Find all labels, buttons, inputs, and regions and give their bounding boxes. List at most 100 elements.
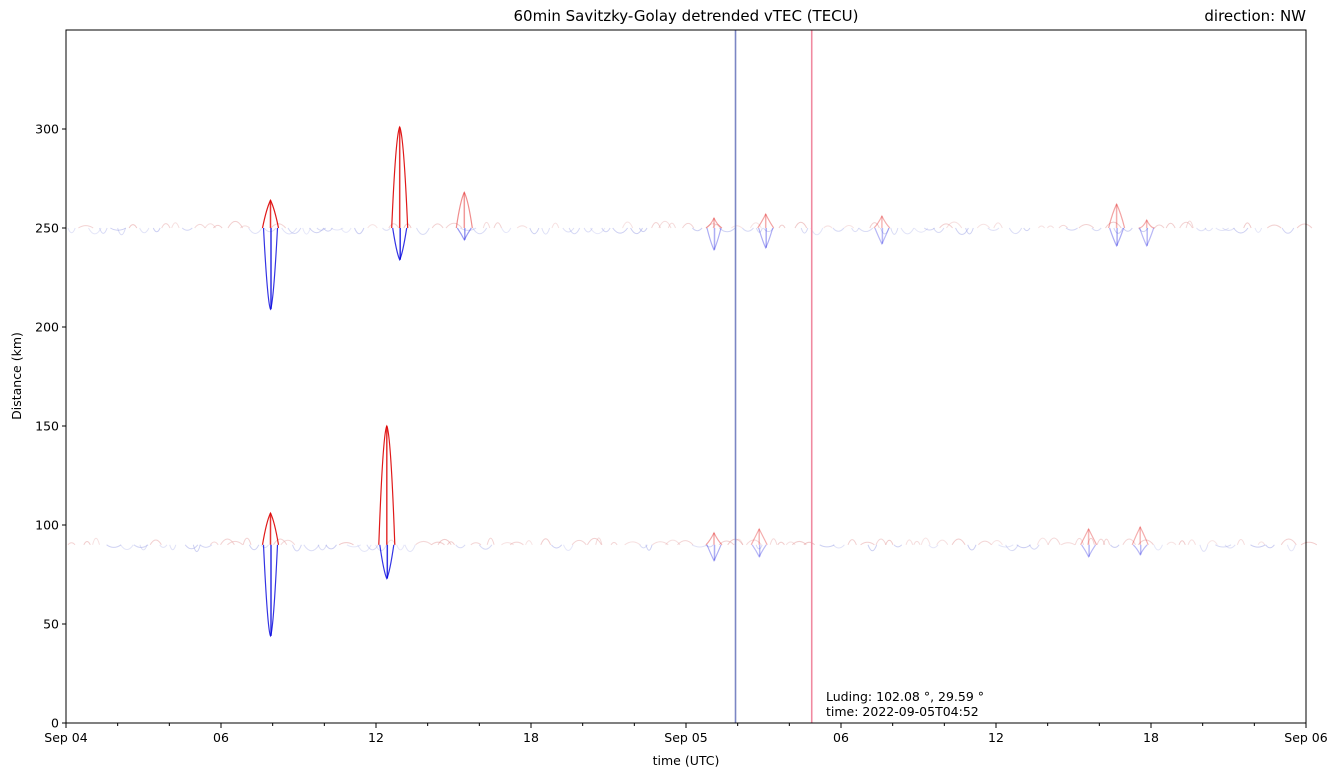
y-tick-label: 200 xyxy=(35,320,59,335)
track-0-ripple xyxy=(749,222,762,229)
track-0-ripple xyxy=(568,227,581,235)
track-0-peak-7 xyxy=(1138,218,1155,229)
track-0-ripple xyxy=(204,223,216,229)
track-1-ripple xyxy=(478,544,493,550)
track-1-ripple xyxy=(317,544,328,551)
track-0-ripple xyxy=(248,227,263,234)
track-1-ripple xyxy=(978,540,992,546)
track-1-ripple xyxy=(525,540,533,545)
track-1-ripple xyxy=(1074,537,1085,545)
annotation-time: time: 2022-09-05T04:52 xyxy=(826,704,979,719)
track-0-ripple xyxy=(890,227,899,235)
track-0-peak-4 xyxy=(757,212,775,229)
track-0-ripple xyxy=(1185,220,1194,229)
track-1-ripple xyxy=(501,542,514,546)
track-1-ripple xyxy=(92,537,100,545)
track-1-ripple xyxy=(83,541,91,546)
track-1-ripple xyxy=(1005,544,1019,552)
track-0-ripple xyxy=(382,227,391,231)
track-0-ripple xyxy=(705,223,721,229)
track-1-ripple xyxy=(346,544,362,548)
track-0-ripple xyxy=(1204,227,1214,232)
track-1-ripple xyxy=(192,544,201,553)
track-1-ripple xyxy=(209,541,219,546)
track-0-ripple xyxy=(472,227,488,235)
track-1-ripple xyxy=(431,541,445,546)
x-tick-label: 06 xyxy=(833,730,849,745)
track-1-peak-2 xyxy=(705,531,723,546)
track-1-ripple xyxy=(248,544,260,551)
direction-label: direction: NW xyxy=(1204,7,1306,25)
chart-title: 60min Savitzky-Golay detrended vTEC (TEC… xyxy=(514,7,859,25)
track-0-ripple xyxy=(939,223,953,229)
track-0-ripple xyxy=(1058,224,1068,229)
track-1-ripple xyxy=(338,542,354,546)
track-0-ripple xyxy=(612,227,629,234)
track-0-ripple xyxy=(541,227,551,235)
x-axis-label: time (UTC) xyxy=(653,753,720,768)
x-tick-label: 06 xyxy=(213,730,229,745)
track-1-ripple xyxy=(691,544,708,548)
track-0-peak-2 xyxy=(455,191,473,229)
track-0-ripple xyxy=(741,227,754,232)
track-1-ripple xyxy=(563,544,574,552)
track-1-ripple xyxy=(1187,539,1196,545)
track-1-ripple xyxy=(885,539,894,545)
track-1-ripple xyxy=(1087,537,1095,545)
track-1-ripple xyxy=(169,544,177,551)
track-1-ripple xyxy=(1153,544,1163,551)
track-1-ripple xyxy=(571,539,587,546)
track-1-ripple xyxy=(847,539,857,545)
track-1-ripple xyxy=(1166,541,1177,546)
track-1-ripple xyxy=(893,544,903,548)
track-0-ripple xyxy=(800,227,809,234)
track-0-ripple xyxy=(388,223,400,229)
track-1-ripple xyxy=(1215,544,1232,548)
track-1-ripple xyxy=(447,541,455,546)
track-1-ripple xyxy=(1265,544,1275,549)
track-1-ripple xyxy=(624,541,641,546)
track-0-ripple xyxy=(1113,227,1124,234)
track-0-ripple xyxy=(1008,227,1023,235)
track-1-ripple xyxy=(905,539,914,545)
track-0-ripple xyxy=(622,221,634,229)
track-0-ripple xyxy=(1105,221,1122,229)
track-1-ripple xyxy=(1122,538,1136,546)
track-1-ripple xyxy=(184,544,199,550)
track-1-ripple xyxy=(1096,538,1106,545)
track-0-dip-7 xyxy=(1139,227,1155,248)
track-1-ripple xyxy=(220,538,235,546)
track-1-ripple xyxy=(366,544,379,551)
track-1-ripple xyxy=(755,544,763,550)
track-0-ripple xyxy=(99,227,108,234)
track-0-ripple xyxy=(810,227,824,236)
track-0-ripple xyxy=(1215,227,1230,231)
track-1-ripple xyxy=(803,541,816,546)
track-0-ripple xyxy=(946,221,963,229)
track-0-ripple xyxy=(682,222,695,229)
track-0-ripple xyxy=(630,227,643,235)
track-0-ripple xyxy=(367,224,378,229)
track-0-ripple xyxy=(923,227,936,231)
track-1-dip-3 xyxy=(751,544,767,559)
track-1-ripple xyxy=(551,544,563,549)
track-0-ripple xyxy=(1266,224,1282,229)
y-tick-label: 0 xyxy=(51,716,59,731)
track-1-ripple xyxy=(273,538,288,546)
track-1-ripple xyxy=(1060,542,1076,546)
track-1-ripple xyxy=(1280,538,1297,546)
track-1-ripple xyxy=(920,537,931,545)
track-0-ripple xyxy=(869,222,880,229)
track-0-ripple xyxy=(493,222,502,229)
track-1-ripple xyxy=(1286,544,1296,552)
track-1-ripple xyxy=(586,537,602,546)
track-1-ripple xyxy=(325,544,337,550)
track-0-ripple xyxy=(516,225,528,229)
track-0-ripple xyxy=(316,227,327,231)
track-1-ripple xyxy=(242,537,252,545)
axes: 0 50 100 150 200 250 300 Sep 04 06 12 18 Sep 05 06 12… xyxy=(35,122,1328,746)
track-1-ripple xyxy=(396,544,405,551)
plot-frame xyxy=(65,29,1307,724)
track-0-dip-3 xyxy=(706,227,722,252)
track-1-ripple xyxy=(540,538,552,545)
